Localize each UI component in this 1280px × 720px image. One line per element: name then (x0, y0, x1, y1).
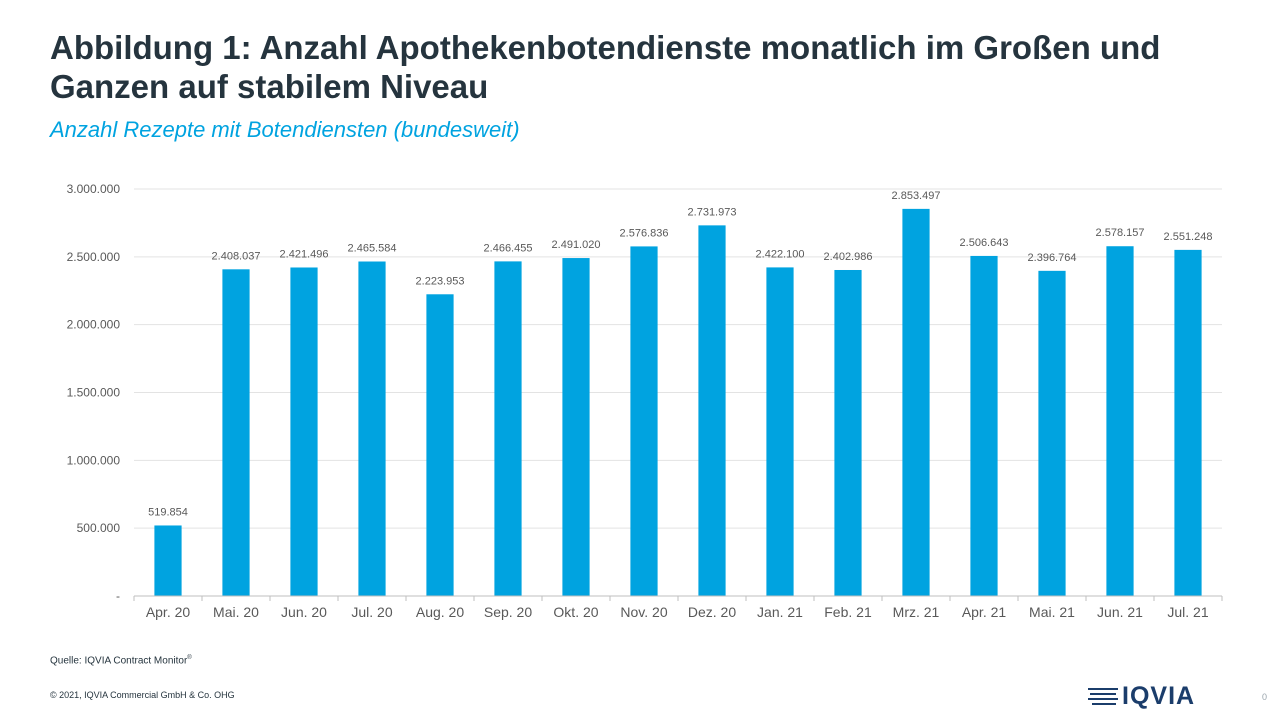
bar (1038, 270, 1066, 596)
x-tick-label: Okt. 20 (553, 604, 598, 620)
bar (970, 255, 998, 596)
x-tick-label: Feb. 21 (824, 604, 872, 620)
data-label: 2.223.953 (416, 275, 465, 287)
bar (562, 258, 590, 596)
page-number: 0 (1262, 692, 1268, 702)
y-tick-label: - (116, 589, 120, 603)
data-label: 2.422.100 (756, 248, 805, 260)
data-label: 2.402.986 (824, 251, 873, 263)
bar (358, 261, 386, 596)
x-tick-label: Nov. 20 (620, 604, 667, 620)
chart-subtitle: Anzahl Rezepte mit Botendiensten (bundes… (50, 117, 520, 142)
x-tick-label: Jun. 20 (281, 604, 327, 620)
data-label: 2.465.584 (348, 243, 397, 255)
bar (494, 261, 522, 596)
source-label: Quelle: IQVIA Contract Monitor (50, 655, 188, 667)
x-tick-label: Mai. 21 (1029, 604, 1075, 620)
logo-stripe (1088, 698, 1118, 700)
x-tick-label: Sep. 20 (484, 604, 532, 620)
data-label: 2.853.497 (892, 190, 941, 202)
bar (902, 208, 930, 596)
x-tick-label: Dez. 20 (688, 604, 736, 620)
data-label: 2.396.764 (1028, 252, 1077, 264)
logo-stripe (1090, 693, 1116, 695)
data-label: 2.506.643 (960, 237, 1009, 249)
x-tick-label: Aug. 20 (416, 604, 464, 620)
data-label: 2.466.455 (484, 242, 533, 254)
x-tick-label: Jul. 21 (1167, 604, 1208, 620)
page-title: Abbildung 1: Anzahl Apothekenbotendienst… (50, 29, 1161, 105)
bar-chart: 519.854 2.408.037 2.421.496 2.465.584 2.223.… (67, 182, 1223, 620)
x-tick-label: Jan. 21 (757, 604, 803, 620)
data-label: 2.731.973 (688, 206, 737, 218)
data-label: 2.551.248 (1164, 231, 1213, 243)
bar (222, 269, 250, 596)
x-tick-label: Mai. 20 (213, 604, 259, 620)
data-label: 519.854 (148, 506, 188, 518)
y-tick-label: 1.500.000 (67, 386, 121, 400)
x-tick-label: Mrz. 21 (893, 604, 940, 620)
bar (630, 246, 658, 597)
logo-text: IQVIA (1122, 682, 1196, 710)
bars (154, 208, 1202, 597)
axes: - 500.000 1.000.000 1.500.000 2.000.000 2.500… (67, 182, 1223, 620)
data-label: 2.491.020 (552, 239, 601, 251)
y-tick-label: 1.000.000 (67, 453, 121, 467)
bar (290, 267, 318, 596)
logo-stripe (1088, 688, 1118, 690)
registered-mark: ® (187, 655, 192, 661)
x-tick-label: Jul. 20 (351, 604, 392, 620)
bar (426, 294, 454, 596)
data-labels: 519.854 2.408.037 2.421.496 2.465.584 2.223.… (148, 190, 1212, 519)
iqvia-logo: IQVIA (1088, 682, 1218, 710)
bar (154, 525, 182, 596)
y-tick-label: 2.500.000 (67, 250, 121, 264)
bar (834, 269, 862, 596)
data-label: 2.421.496 (280, 248, 329, 260)
data-label: 2.576.836 (620, 227, 669, 239)
bar (1174, 249, 1202, 597)
x-tick-label: Apr. 21 (962, 604, 1007, 620)
bar (698, 225, 726, 596)
copyright: © 2021, IQVIA Commercial GmbH & Co. OHG (50, 690, 235, 700)
data-label: 2.578.157 (1096, 227, 1145, 239)
y-tick-label: 500.000 (77, 521, 121, 535)
x-tick-label: Jun. 21 (1097, 604, 1143, 620)
data-label: 2.408.037 (212, 250, 261, 262)
y-tick-label: 2.000.000 (67, 318, 121, 332)
y-tick-label: 3.000.000 (67, 182, 121, 196)
x-tick-label: Apr. 20 (146, 604, 191, 620)
bar (766, 267, 794, 596)
bar (1106, 246, 1134, 596)
source-note: Quelle: IQVIA Contract Monitor® (50, 655, 192, 666)
logo-stripe (1092, 703, 1116, 705)
